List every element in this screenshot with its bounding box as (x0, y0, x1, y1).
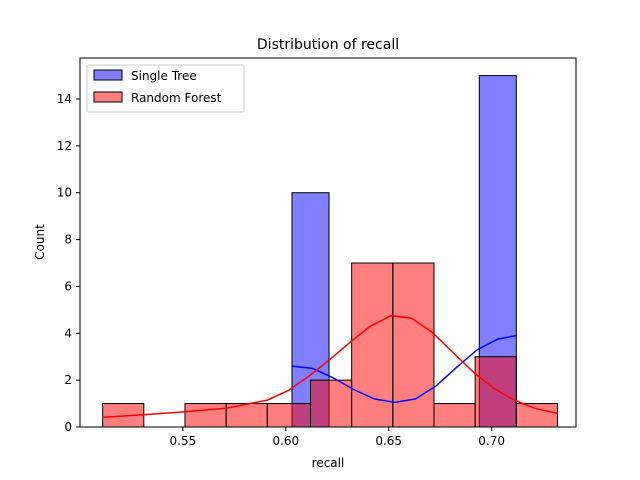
y-tick-label: 2 (64, 373, 72, 387)
legend-label-single-tree: Single Tree (131, 69, 197, 83)
x-tick-label: 0.70 (478, 434, 505, 448)
legend-swatch-random-forest (93, 91, 123, 103)
random-forest-bars (102, 262, 558, 428)
y-tick-label: 0 (64, 420, 72, 434)
random-forest-bar-5 (310, 379, 353, 428)
random-forest-bar-10 (515, 403, 558, 428)
y-tick-label: 12 (57, 139, 72, 153)
y-tick-label: 6 (64, 279, 72, 293)
plot-area (102, 75, 558, 428)
x-tick-label: 0.55 (170, 434, 197, 448)
random-forest-bar-8 (433, 403, 476, 428)
x-axis-label: recall (312, 456, 345, 470)
random-forest-bar-2 (184, 403, 227, 428)
legend-box (86, 64, 245, 113)
random-forest-kde-line (102, 314, 558, 418)
plot-frame (79, 57, 577, 428)
chart-title: Distribution of recall (257, 37, 399, 53)
kde-curves (102, 314, 558, 418)
random-forest-bar-9 (474, 356, 517, 428)
legend-swatch-single-tree (93, 69, 123, 81)
y-tick-label: 14 (57, 92, 72, 106)
random-forest-bar-4 (266, 403, 312, 428)
y-tick-label: 10 (57, 186, 72, 200)
single-tree-kde-line (291, 334, 517, 404)
x-axis: 0.55 0.60 0.65 0.70 (170, 427, 505, 448)
y-tick-label: 8 (64, 233, 72, 247)
y-axis-label: Count (33, 224, 47, 260)
legend: Single Tree Random Forest (86, 64, 245, 113)
y-tick-label: 4 (64, 326, 72, 340)
legend-label-random-forest: Random Forest (131, 91, 222, 105)
random-forest-bar-6 (351, 262, 394, 428)
x-tick-label: 0.60 (272, 434, 299, 448)
y-axis: 0 2 4 6 8 10 12 14 (57, 92, 80, 434)
x-tick-label: 0.65 (375, 434, 402, 448)
